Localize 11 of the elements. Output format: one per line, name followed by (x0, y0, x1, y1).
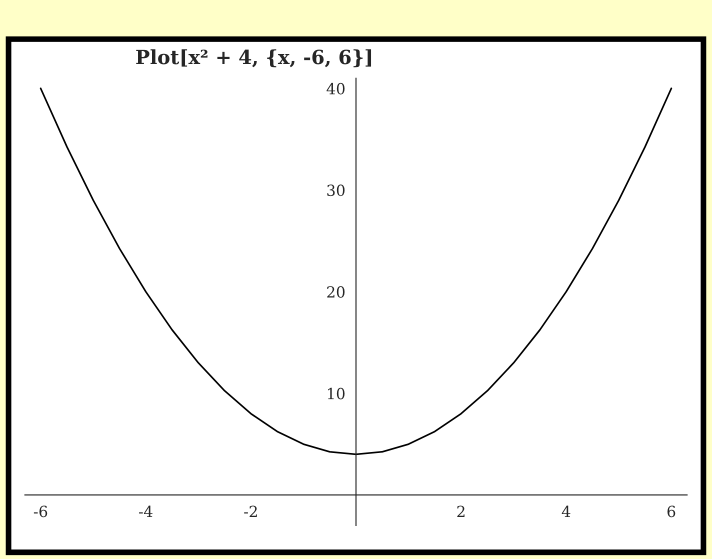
chart-title: Plot[x² + 4, {x, -6, 6}] (136, 49, 372, 68)
x-tick-label: -2 (244, 506, 257, 517)
x-tick-label: -4 (139, 506, 152, 517)
x-tick-label: 6 (667, 506, 676, 518)
y-tick-label: 20 (327, 286, 345, 298)
y-tick-label: 30 (327, 184, 345, 196)
x-tick-label: -6 (34, 506, 48, 518)
y-tick-label: 10 (328, 388, 345, 400)
y-tick-label: 40 (326, 82, 345, 94)
x-tick-label: 2 (457, 506, 464, 517)
x-tick-label: 4 (562, 506, 570, 517)
